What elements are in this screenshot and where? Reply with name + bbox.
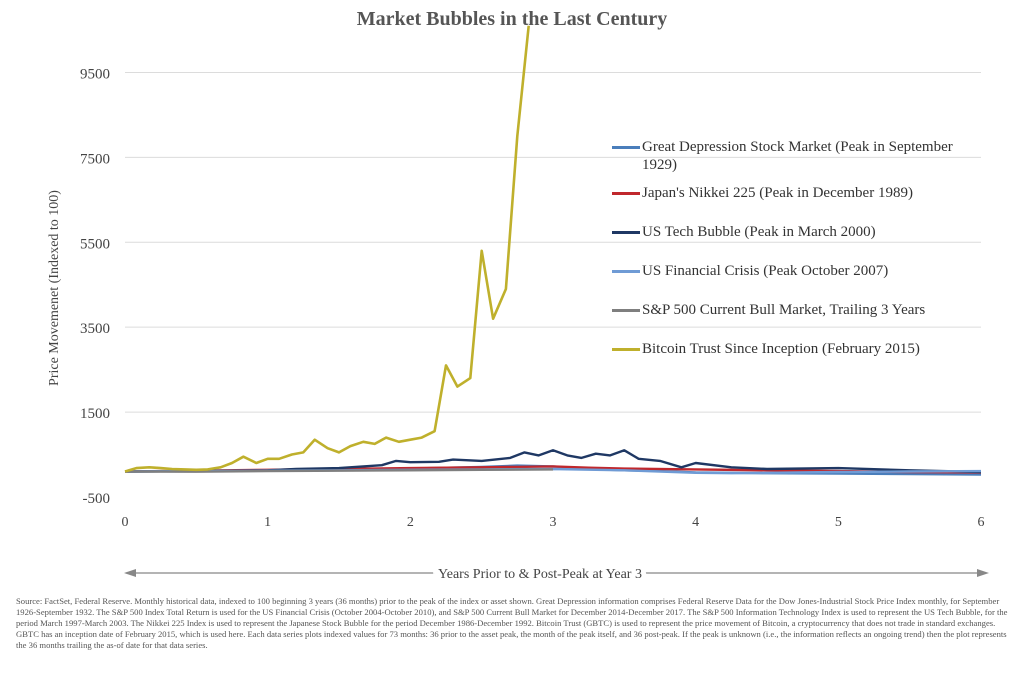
legend-label: Bitcoin Trust Since Inception (February … <box>642 341 920 357</box>
legend-label: S&P 500 Current Bull Market, Trailing 3 … <box>642 302 926 318</box>
legend-swatch <box>612 146 640 149</box>
legend-item: S&P 500 Current Bull Market, Trailing 3 … <box>610 301 990 319</box>
x-tick-label: 5 <box>835 515 842 530</box>
x-tick-label: 0 <box>122 515 129 530</box>
legend-swatch <box>612 192 640 195</box>
x-tick-label: 1 <box>264 515 271 530</box>
y-axis-ticks: -500 1500 3500 5500 7500 9500 <box>80 66 110 507</box>
y-tick-label: 9500 <box>80 66 110 82</box>
legend-label: US Financial Crisis (Peak October 2007) <box>642 263 889 279</box>
grid-lines <box>125 71 981 413</box>
series-line <box>124 25 530 473</box>
y-tick-label: -500 <box>83 491 111 507</box>
y-tick-label: 5500 <box>80 236 110 252</box>
x-tick-label: 2 <box>407 515 414 530</box>
legend-swatch <box>612 348 640 351</box>
x-axis-ticks: 0 1 2 3 4 5 6 <box>122 515 985 530</box>
chart-title: Market Bubbles in the Last Century <box>356 8 668 30</box>
x-tick-label: 4 <box>692 515 699 530</box>
x-tick-label: 6 <box>978 515 985 530</box>
source-note: Source: FactSet, Federal Reserve. Monthl… <box>16 596 1008 650</box>
legend-swatch <box>612 309 640 312</box>
y-tick-label: 7500 <box>80 151 110 167</box>
series-lines <box>124 25 982 476</box>
legend-label: US Tech Bubble (Peak in March 2000) <box>642 224 876 240</box>
x-tick-label: 3 <box>550 515 557 530</box>
legend-item: US Financial Crisis (Peak October 2007) <box>610 262 990 280</box>
legend-item: Great Depression Stock Market (Peak in S… <box>610 138 990 174</box>
legend: Great Depression Stock Market (Peak in S… <box>610 138 990 379</box>
series-line <box>124 468 554 473</box>
legend-item: Bitcoin Trust Since Inception (February … <box>610 340 990 358</box>
legend-label: Japan's Nikkei 225 (Peak in December 198… <box>642 185 913 201</box>
y-tick-label: 1500 <box>80 406 110 422</box>
line-chart: -500 1500 3500 5500 7500 9500 0 1 2 3 4 5 6 Years P… <box>47 25 989 582</box>
x-axis-arrow <box>124 569 989 577</box>
x-axis-label: Years Prior to & Post-Peak at Year 3 <box>438 567 642 582</box>
y-tick-label: 3500 <box>80 321 110 337</box>
legend-swatch <box>612 231 640 234</box>
y-axis-label: Price Movemenet (Indexed to 100) <box>47 190 62 386</box>
legend-item: US Tech Bubble (Peak in March 2000) <box>610 223 990 241</box>
legend-item: Japan's Nikkei 225 (Peak in December 198… <box>610 184 990 202</box>
series-line <box>124 449 982 474</box>
legend-label: Great Depression Stock Market (Peak in S… <box>642 139 953 173</box>
legend-swatch <box>612 270 640 273</box>
